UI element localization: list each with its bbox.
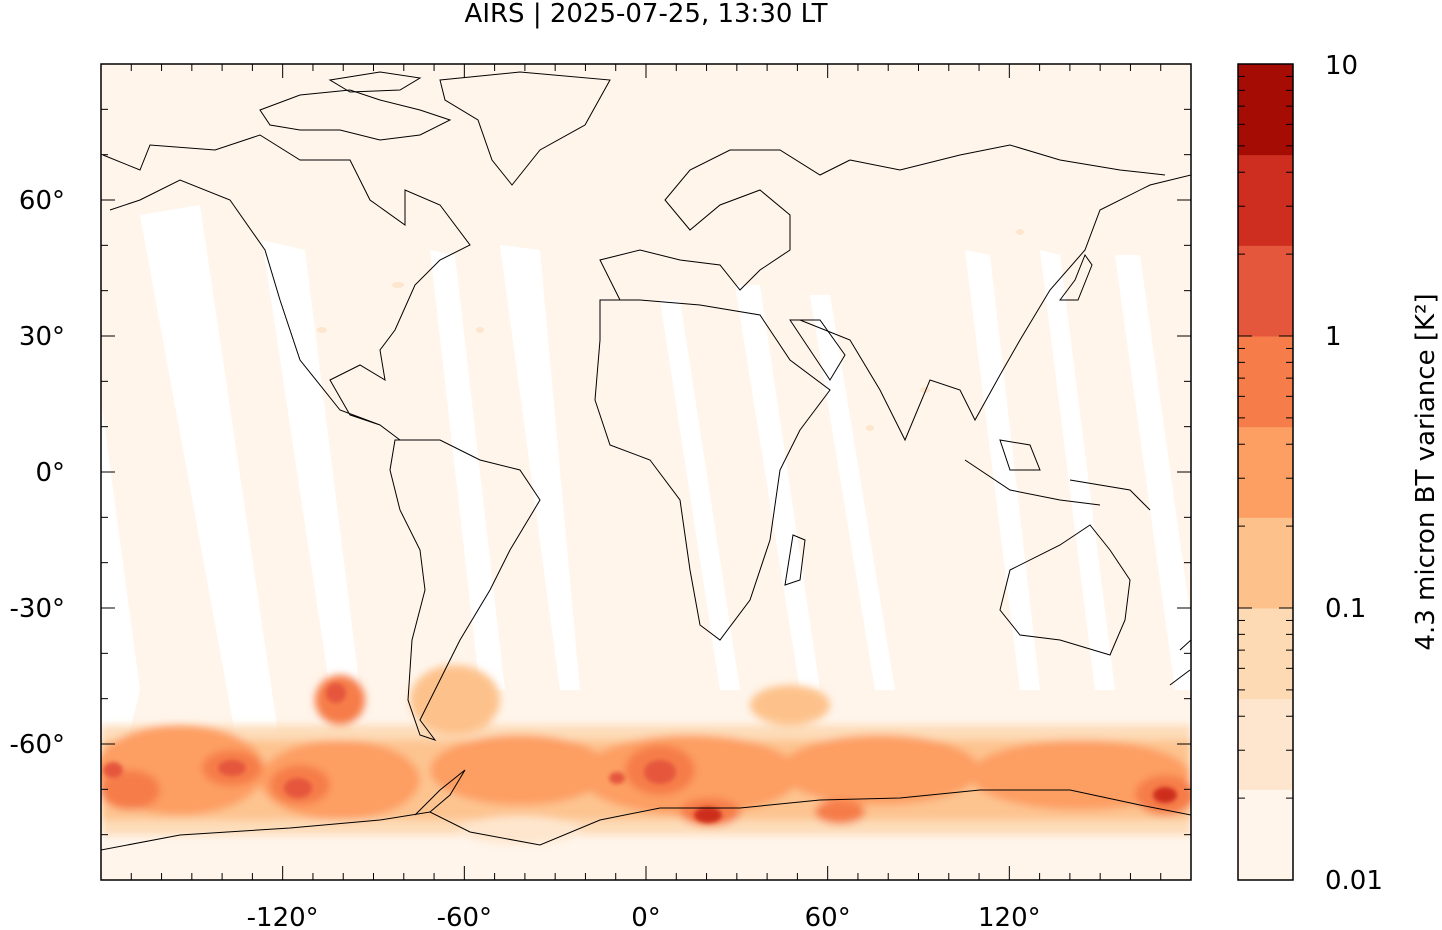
variance-speck [392,282,404,288]
swath-gap [965,250,1040,690]
coast-indonesia [964,439,1151,511]
colorbar-block [1238,245,1293,337]
colorbar-label: 4.3 micron BT variance [K²] [1411,293,1441,650]
swath-gap [660,300,740,690]
swath-gap [1040,250,1115,690]
coast-europe [599,149,851,301]
coast-arctic-islands [328,71,422,93]
variance-patch [750,685,830,725]
coast-madagascar [784,534,806,586]
map-x-tick-labels: -120° -60° 0° 60° 120° [247,903,1041,930]
coastlines [101,71,1191,851]
variance-core [218,760,246,776]
colorbar-block [1238,517,1293,609]
colorbar-block [1238,789,1293,881]
variance-core [694,807,722,823]
swath-gap [1115,255,1191,690]
variance-core [103,762,123,778]
variance-speck [866,425,874,431]
map-y-tick-labels: 60° 30° 0° -30° -60° [10,186,65,760]
x-tick-label: 120° [978,903,1041,930]
swath-gap [430,250,505,690]
colorbar-tick-labels: 10 1 0.1 0.01 [1325,51,1383,896]
map-panel: -120° -60° 0° 60° 120° 60° 30° 0° -30° -60° [10,63,1192,930]
x-tick-label: 0° [631,903,661,930]
variance-speck [476,327,484,333]
colorbar-tick-label: 0.01 [1325,866,1383,896]
variance-patch [410,665,500,735]
variance-core [284,778,312,798]
colorbar-tick-label: 10 [1325,51,1358,81]
colorbar-block [1238,154,1293,246]
x-tick-label: 60° [805,903,851,930]
coast-greenland [439,71,611,186]
swath-gaps [101,205,1191,850]
coast-new-zealand [1169,639,1191,686]
variance-core [326,683,346,703]
coast-japan [1059,253,1093,301]
colorbar-tick-label: 1 [1325,322,1342,352]
coast-antarctic-peninsula [414,769,466,816]
colorbar-tick-label: 0.1 [1325,594,1366,624]
y-tick-label: 0° [35,458,65,488]
variance-patch [430,735,610,805]
y-tick-label: 60° [19,186,65,216]
figure-title: AIRS | 2025-07-25, 13:30 LT [465,0,828,29]
variance-core [609,772,625,784]
coast-south-america [389,439,541,741]
y-tick-label: -30° [10,594,65,624]
variance-patch [970,740,1190,810]
map-ticks [101,64,1191,880]
colorbar-blocks [1238,64,1293,881]
variance-speck [920,387,930,393]
coast-antarctica [101,789,1191,851]
variance-core [1153,787,1177,803]
coast-arabia [789,319,846,381]
colorbar-block [1238,64,1293,156]
swath-gap [140,205,285,830]
colorbar-frame [1237,63,1294,881]
coast-asia [799,144,1191,442]
swath-gap [500,245,580,690]
variance-speck [317,327,327,333]
variance-speck [1016,229,1024,235]
y-tick-label: -60° [10,730,65,760]
colorbar-block [1238,608,1293,700]
coast-australia [999,524,1131,656]
variance-patch [780,735,980,805]
swath-gap [262,240,360,690]
x-tick-label: -120° [247,903,319,930]
colorbar-block [1238,336,1293,428]
coast-africa [594,299,831,641]
colorbar-block [1238,426,1293,518]
swath-gap [810,295,895,690]
colorbar-ticks [1238,75,1293,881]
y-tick-label: 30° [19,322,65,352]
colorbar-block [1238,698,1293,790]
coast-arctic-islands [259,89,452,141]
variance-field [101,229,1191,844]
variance-core [644,760,676,784]
x-tick-label: -60° [437,903,492,930]
variance-patch [101,770,160,810]
variance-patch [460,816,580,844]
colorbar: 10 1 0.1 0.01 4.3 micron BT variance [K²] [1237,51,1441,896]
variance-patch [815,800,865,824]
coast-north-america [102,134,471,441]
